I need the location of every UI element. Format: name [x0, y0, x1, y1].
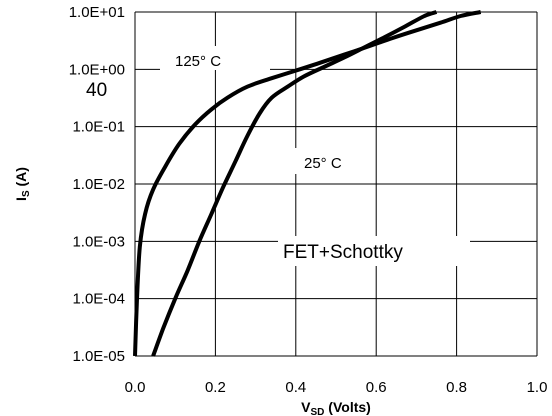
y-tick-label: 1.0E-05 [72, 348, 125, 365]
stray-note: 40 [86, 80, 107, 101]
x-tick-labels: 0.0 0.2 0.4 0.6 0.8 1.0 [125, 379, 548, 396]
y-axis-label-subscript: S [21, 190, 32, 197]
data-series [133, 10, 482, 357]
y-tick-label: 1.0E-01 [72, 119, 125, 136]
y-gridlines [135, 11, 537, 357]
y-tick-label: 1.0E+00 [69, 61, 125, 78]
label-device: FET+Schottky [283, 242, 403, 263]
y-axis-label-symbol: I [13, 197, 29, 201]
label-25c-background [292, 148, 374, 174]
x-axis-label-symbol: V [301, 399, 311, 415]
y-tick-label: 1.0E-03 [72, 233, 125, 250]
x-axis-label-subscript: SD [311, 407, 325, 416]
y-tick-label: 1.0E-04 [72, 291, 125, 308]
y-axis-label: IS (A) [13, 167, 32, 201]
x-axis-label-unit: (Volts) [324, 399, 370, 415]
label-125c: 125° C [175, 53, 221, 70]
label-25c: 25° C [304, 155, 342, 172]
x-tick-label: 0.4 [285, 379, 306, 396]
x-tick-label: 0.6 [366, 379, 387, 396]
label-device-background [278, 236, 470, 266]
y-tick-label: 1.0E-02 [72, 176, 125, 193]
label-125c-background [160, 46, 270, 70]
x-axis-label: VSD (Volts) [301, 399, 371, 416]
series-line-25c [151, 10, 438, 357]
annotations: 125° C 25° C FET+Schottky [160, 46, 470, 266]
y-tick-label: 1.0E+01 [69, 4, 125, 21]
x-tick-label: 0.2 [205, 379, 226, 396]
x-tick-label: 0.0 [125, 379, 146, 396]
x-tick-label: 1.0 [527, 379, 548, 396]
series-line-125c [133, 10, 482, 357]
y-axis-label-unit: (A) [13, 167, 29, 190]
plot-area: 125° C 25° C FET+Schottky [133, 10, 538, 357]
y-tick-labels: 1.0E-05 1.0E-04 1.0E-03 1.0E-02 1.0E-01 1.0E+… [69, 4, 125, 365]
x-tick-label: 0.8 [446, 379, 467, 396]
